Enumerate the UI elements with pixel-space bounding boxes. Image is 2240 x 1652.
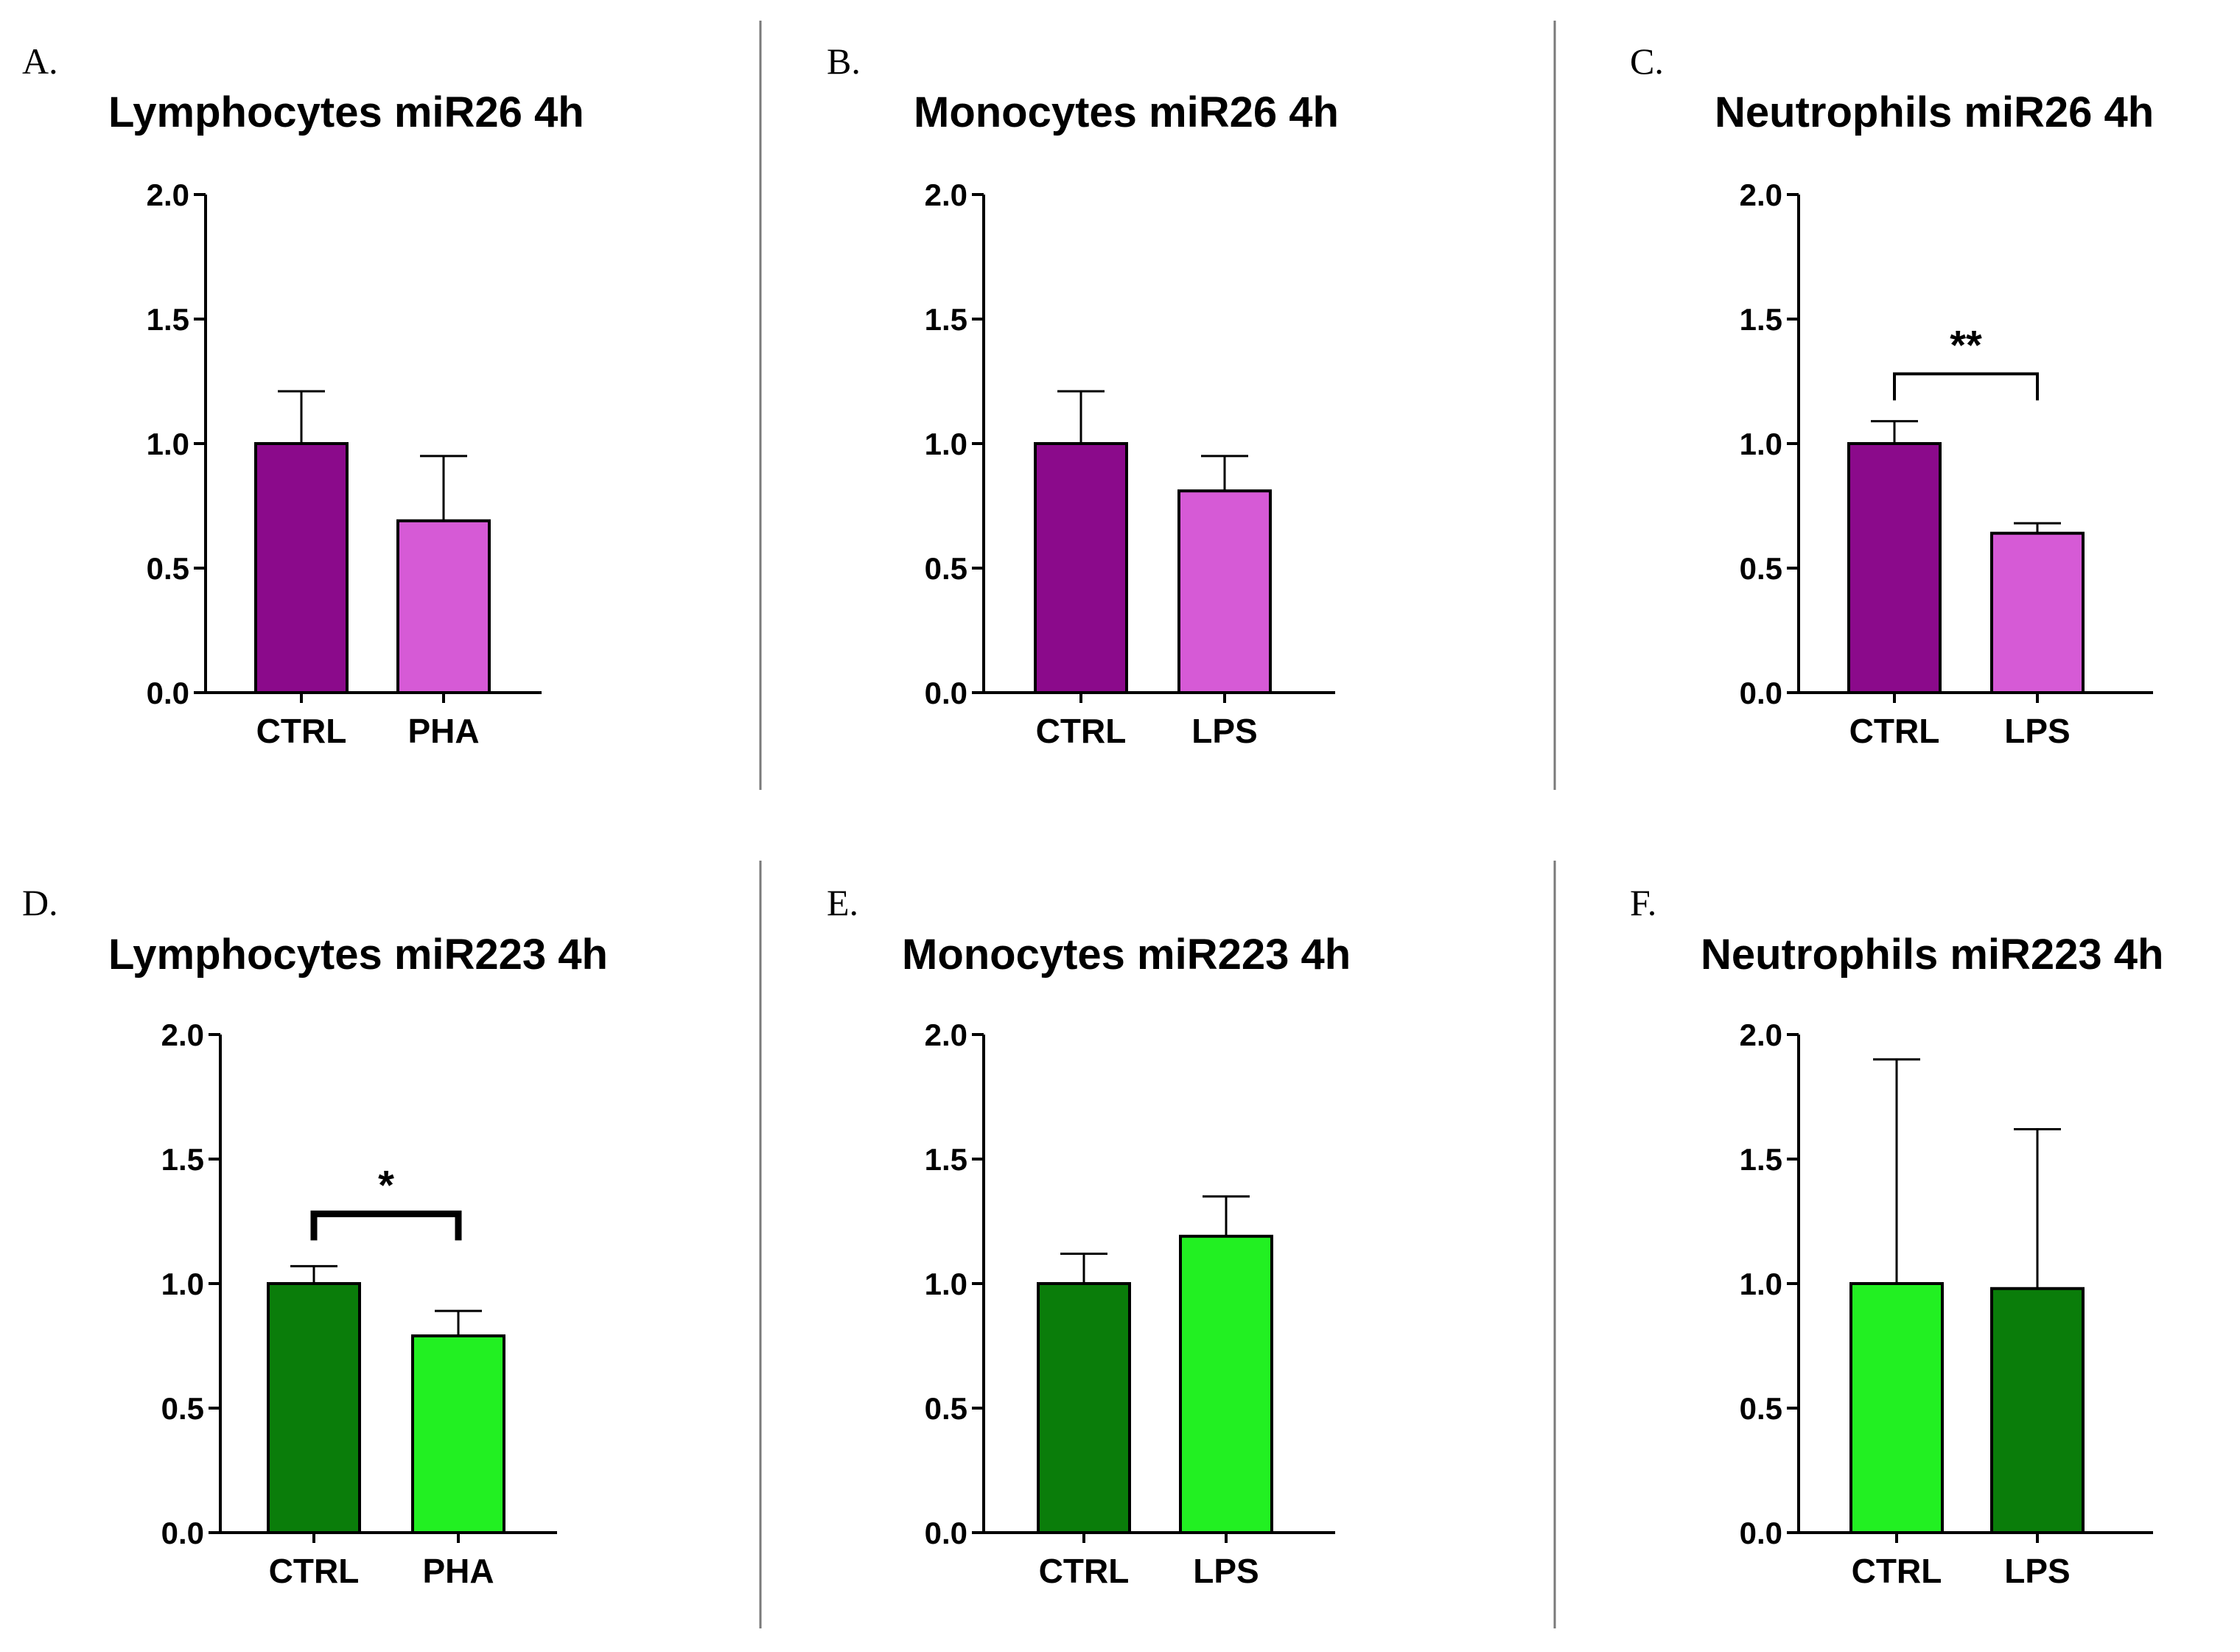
significance-bracket [310,1210,462,1241]
bar-ctrl [1034,442,1128,694]
chart-title: Monocytes miR223 4h [902,931,1351,979]
y-tick-label: 0.0 [925,676,967,710]
y-tick-label: 1.5 [1740,302,1782,337]
bar-lps [1990,531,2085,694]
y-tick-label: 1.5 [161,1142,204,1177]
y-tick-label: 1.0 [925,1267,967,1301]
y-tick-label: 2.0 [925,178,967,212]
category-label: CTRL [1849,712,1940,750]
y-tick-label: 1.0 [1740,427,1782,461]
bar-pha [411,1334,505,1534]
bar-lps [1179,1234,1273,1535]
y-tick-label: 0.5 [147,551,189,586]
category-label: PHA [407,712,479,750]
panel-letter: F. [1630,882,1656,923]
chart-title: Neutrophils miR26 4h [1715,88,2154,136]
category-label: CTRL [1039,1552,1130,1590]
panel-letter: C. [1630,41,1664,82]
category-label: PHA [422,1552,494,1590]
y-tick-label: 0.5 [925,551,967,586]
bar-pha [396,519,491,695]
y-tick-label: 0.0 [925,1516,967,1550]
y-tick-label: 0.0 [161,1516,204,1550]
y-tick-label: 1.5 [1740,1142,1782,1177]
panel-letter: D. [22,882,58,923]
y-tick-label: 0.5 [161,1391,204,1426]
y-tick-label: 1.0 [925,427,967,461]
bar-ctrl [1849,1282,1944,1534]
y-tick-label: 0.0 [147,676,189,710]
y-tick-label: 1.0 [161,1267,204,1301]
chart-title: Monocytes miR26 4h [914,88,1339,136]
panel-letter: E. [827,882,858,923]
y-tick-label: 0.0 [1740,1516,1782,1550]
category-label: LPS [2004,712,2070,750]
chart-panel-c: C. Neutrophils miR26 4h 0.0 0.5 1.0 1.5 2.0 CTR… [1630,41,2154,750]
chart-title: Lymphocytes miR223 4h [108,931,608,979]
category-label: CTRL [256,712,347,750]
chart-panel-a: A. Lymphocytes miR26 4h 0.0 0.5 1.0 1.5 2.0 CTR… [22,41,584,750]
panel-letter: A. [22,41,58,82]
y-tick-label: 1.5 [925,302,967,337]
y-tick-label: 0.5 [925,1391,967,1426]
chart-title: Neutrophils miR223 4h [1701,931,2163,979]
chart-title: Lymphocytes miR26 4h [108,88,584,136]
bar-ctrl [1847,442,1942,694]
bar-lps [1177,489,1272,694]
y-tick-label: 2.0 [147,178,189,212]
significance-bracket [1893,372,2039,401]
significance-label: ** [1950,321,1982,368]
category-label: LPS [2004,1552,2070,1590]
category-label: LPS [1191,712,1257,750]
chart-panel-b: B. Monocytes miR26 4h 0.0 0.5 1.0 1.5 2.0 CTRL L… [827,41,1339,750]
y-tick-label: 0.5 [1740,1391,1782,1426]
y-tick-label: 2.0 [1740,1018,1782,1052]
category-label: CTRL [1036,712,1127,750]
bar-ctrl [254,442,349,694]
y-tick-label: 1.0 [1740,1267,1782,1301]
chart-panel-f: F. Neutrophils miR223 4h 0.0 0.5 1.0 1.5 2.0 CT… [1630,882,2163,1590]
y-tick-label: 1.5 [147,302,189,337]
y-tick-label: 2.0 [925,1018,967,1052]
category-label: CTRL [269,1552,360,1590]
y-tick-label: 2.0 [161,1018,204,1052]
y-tick-label: 0.5 [1740,551,1782,586]
significance-label: * [378,1161,394,1208]
bar-lps [1990,1287,2085,1534]
chart-panel-d: D. Lymphocytes miR223 4h 0.0 0.5 1.0 1.5 2.0 CT… [22,882,608,1590]
panel-letter: B. [827,41,861,82]
bar-ctrl [267,1282,361,1534]
y-tick-label: 1.0 [147,427,189,461]
category-label: LPS [1193,1552,1259,1590]
bar-ctrl [1037,1282,1131,1534]
y-tick-label: 0.0 [1740,676,1782,710]
category-label: CTRL [1852,1552,1942,1590]
y-tick-label: 1.5 [925,1142,967,1177]
chart-panel-e: E. Monocytes miR223 4h 0.0 0.5 1.0 1.5 2.0 CTRL… [827,882,1351,1590]
y-tick-label: 2.0 [1740,178,1782,212]
